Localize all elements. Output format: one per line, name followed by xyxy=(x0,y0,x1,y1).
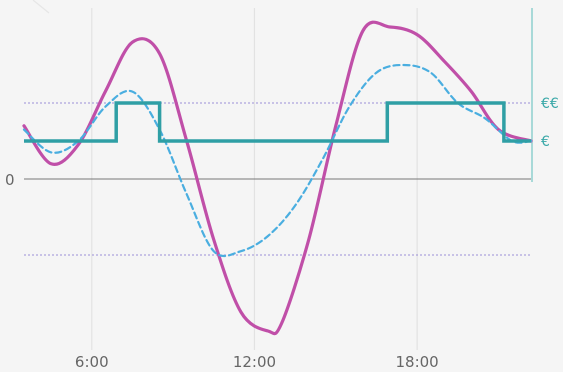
series-line-step xyxy=(24,101,531,143)
y-tick-label: 0 xyxy=(5,171,15,189)
series-line-solid xyxy=(22,20,533,336)
series-line-dashed xyxy=(22,63,533,258)
price-label: € xyxy=(541,134,550,150)
x-tick-label: 6:00 xyxy=(75,353,109,371)
corner-decoration xyxy=(32,0,50,14)
series-layer xyxy=(22,20,533,336)
x-tick-label: 12:00 xyxy=(233,353,276,371)
label-layer: 6:00 12:00 18:000€€€ xyxy=(5,96,559,371)
price-label: €€ xyxy=(541,96,559,112)
grid-layer xyxy=(24,0,533,350)
x-tick-label: 18:00 xyxy=(396,353,439,371)
